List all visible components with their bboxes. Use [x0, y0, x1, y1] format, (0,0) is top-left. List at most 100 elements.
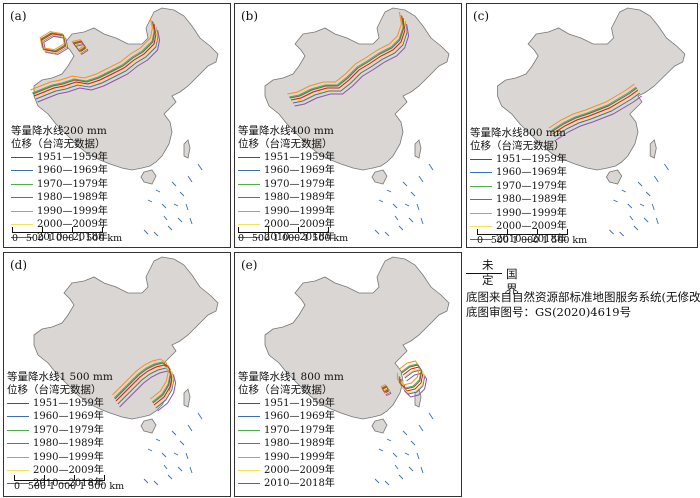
legend-subtitle: 位移（台湾无数据）: [470, 140, 565, 152]
legend-entry-label: 1970—1979年: [496, 180, 567, 192]
legend-swatch: [470, 239, 492, 241]
legend-entry-label: 2010—2018年: [496, 234, 567, 246]
scale-bar-line: [238, 227, 329, 233]
isohyet-line: [552, 89, 639, 135]
legend-entry-label: 1960—1969年: [264, 411, 335, 423]
legend-entry-label: 2000—2009年: [496, 220, 567, 232]
legend-entry: 1960—1969年: [470, 166, 567, 179]
legend-swatch: [7, 456, 29, 458]
legend-subtitle: 位移（台湾无数据）: [7, 384, 102, 396]
legend-entry: 2000—2009年: [11, 218, 108, 231]
panel-label: (a): [10, 9, 27, 23]
isohyet-line: [399, 364, 423, 390]
south-china-sea-boundary-dash: [378, 199, 384, 203]
south-china-sea-boundary-dash: [386, 189, 392, 193]
china-map-c: [497, 7, 686, 237]
legend-entry: 1980—1989年: [7, 437, 113, 450]
isohyet-loop: [381, 385, 390, 393]
taiwan-island: [649, 139, 657, 159]
scale-tick: [42, 227, 43, 232]
map-panel-c: (c) 等量降水线800 mm 位移（台湾无数据） 1951—1959年 1960—1…: [466, 3, 698, 248]
south-china-sea-boundary-dash: [398, 225, 404, 231]
south-china-sea-boundary-dash: [627, 203, 633, 209]
isohyet-line: [37, 29, 161, 103]
south-china-sea-boundary-dash: [653, 175, 659, 183]
south-china-sea-boundary-dash: [185, 203, 189, 211]
scale-bar-c: 0 500 1 000 1 500 km: [477, 229, 587, 246]
legend-title: 等量降水线200 mm: [11, 125, 107, 137]
legend-swatch: [238, 443, 260, 445]
undefined-boundary-label: 未定: [482, 258, 494, 287]
south-china-sea-boundary-dash: [147, 448, 153, 452]
south-china-sea-boundary-dash: [394, 464, 399, 470]
legend-entry: 1951—1959年: [238, 151, 335, 164]
legend-entry: 1951—1959年: [470, 153, 567, 166]
legend-entry-label: 1951—1959年: [264, 398, 335, 409]
panel-label: (b): [241, 9, 259, 23]
isohyet-line: [113, 361, 171, 403]
south-china-sea-boundary-dash: [613, 199, 618, 203]
legend-entry-label: 1990—1999年: [33, 451, 104, 463]
scale-bar-line: [14, 475, 105, 481]
legend-entry-label: 1980—1989年: [264, 192, 335, 204]
isohyet-line: [550, 86, 637, 132]
legend-swatch: [11, 197, 33, 199]
legend-swatch: [238, 416, 260, 418]
isohyet-line: [35, 25, 158, 99]
south-china-sea-boundary-dash: [143, 229, 149, 235]
legend-swatch: [7, 416, 29, 418]
legend-swatch: [7, 443, 29, 445]
legend-entry: 1980—1989年: [11, 191, 108, 204]
south-china-sea-boundary-dash: [404, 203, 410, 207]
south-china-sea-boundary-dash: [428, 163, 434, 171]
south-china-sea-boundary-dash: [404, 452, 410, 456]
legend-entry-label: 1980—1989年: [264, 438, 335, 450]
south-china-sea-boundary-dash: [416, 203, 420, 211]
south-china-sea-boundary-dash: [161, 452, 167, 458]
legend-entry: 1951—1959年: [7, 397, 113, 410]
legend-c: 等量降水线800 mm 位移（台湾无数据） 1951—1959年 1960—1969年…: [470, 127, 567, 247]
china-map-e: [264, 256, 450, 486]
isohyet-loop: [72, 40, 87, 52]
south-china-sea-boundary-dash: [197, 163, 203, 171]
china-landmass: [33, 256, 219, 420]
south-china-sea-boundary-dash: [155, 438, 161, 442]
legend-entry-label: 2010—2018年: [264, 478, 335, 490]
legend-swatch: [11, 183, 33, 185]
isohyet-loop: [382, 387, 391, 395]
taiwan-island: [414, 139, 422, 159]
isohyet-line: [35, 26, 159, 100]
panel-label: (d): [10, 258, 28, 272]
south-china-sea-boundary-dash: [197, 412, 203, 420]
isohyet-line: [115, 364, 173, 406]
map-panel-d: (d) 等量降水线1 500 mm 位移（台湾无数据） 1951—1959年 1960…: [3, 252, 231, 497]
legend-entry-label: 1951—1959年: [33, 398, 104, 409]
legend-entry-label: 1960—1969年: [264, 165, 335, 177]
south-china-sea-boundary-dash: [629, 215, 634, 221]
south-china-sea-boundary-dash: [408, 217, 414, 223]
south-china-sea-boundary-dash: [177, 217, 183, 223]
isohyet-line: [30, 17, 153, 91]
panel-label: (e): [241, 258, 258, 272]
south-china-sea-boundary-dash: [428, 412, 434, 420]
south-china-sea-boundary-dash: [386, 438, 392, 442]
taiwan-island: [183, 388, 191, 408]
legend-entry-label: 2010—2018年: [264, 232, 335, 244]
scale-tick: [268, 227, 269, 232]
legend-d: 等量降水线1 500 mm 位移（台湾无数据） 1951—1959年 1960—196…: [7, 371, 113, 491]
isohyet-line: [294, 23, 410, 107]
legend-entry: 1970—1979年: [7, 424, 113, 437]
south-china-sea-boundary-dash: [664, 163, 669, 171]
south-china-sea-boundary-dash: [410, 440, 416, 446]
legend-entry-label: 1960—1969年: [33, 411, 104, 423]
south-china-sea-boundary-dash: [619, 231, 625, 237]
south-china-sea-boundary-dash: [402, 181, 408, 187]
south-china-sea-boundary-dash: [153, 231, 159, 237]
legend-entry: 1990—1999年: [470, 207, 567, 220]
legend-swatch: [11, 170, 33, 172]
south-china-sea-boundary-dash: [173, 452, 179, 456]
isohyet-line: [553, 91, 640, 137]
china-map-a: [30, 7, 219, 237]
scale-tick: [104, 475, 105, 480]
national-boundary-label: 国界: [506, 267, 518, 296]
